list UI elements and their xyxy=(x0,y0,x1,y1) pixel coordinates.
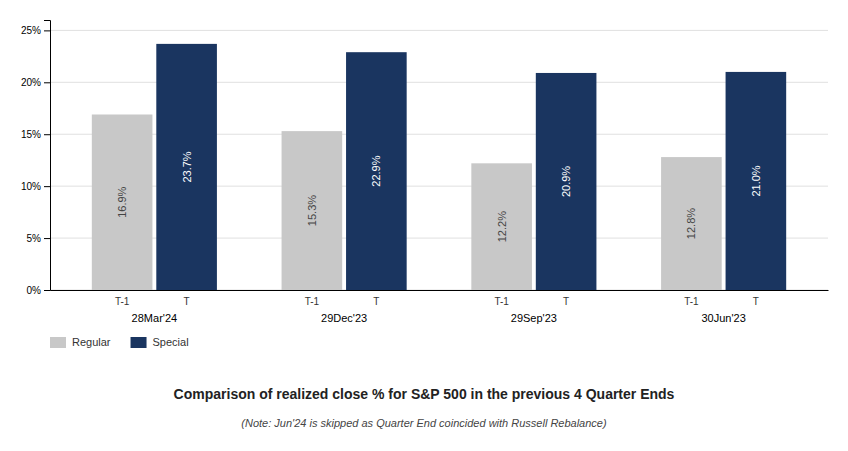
data-label: 21.0% xyxy=(750,165,762,196)
x-tick-label: 29Dec'23 xyxy=(321,312,367,324)
bar xyxy=(471,163,532,290)
y-tick-label: 0% xyxy=(27,285,42,296)
legend-item: Special xyxy=(131,336,189,348)
grid xyxy=(50,30,828,290)
x-tick-label: 29Sep'23 xyxy=(511,312,557,324)
x-tick-label: 30Jun'23 xyxy=(701,312,745,324)
legend-swatch xyxy=(131,337,147,348)
y-tick: 15% xyxy=(21,129,50,140)
y-tick-label: 25% xyxy=(21,25,41,36)
y-tick-mark xyxy=(44,30,50,31)
legend-item: Regular xyxy=(50,336,111,348)
y-tick: 5% xyxy=(27,233,50,244)
bar-tick-label: T-1 xyxy=(305,296,320,307)
y-tick-mark xyxy=(44,186,50,187)
y-axis-line xyxy=(44,21,51,291)
bar-tick-label: T xyxy=(184,296,190,307)
subtitle: (Note: Jun'24 is skipped as Quarter End … xyxy=(241,417,607,429)
y-tick-mark xyxy=(44,134,50,135)
bar xyxy=(156,44,217,290)
bar xyxy=(346,52,407,290)
bar xyxy=(661,157,722,290)
bar-tick-label: T xyxy=(563,296,569,307)
y-tick-label: 20% xyxy=(21,77,41,88)
data-label: 23.7% xyxy=(181,151,193,182)
y-tick: 10% xyxy=(21,181,50,192)
bar-tick-label: T-1 xyxy=(115,296,130,307)
data-label: 12.2% xyxy=(496,211,508,242)
y-axis: 0% 5% 10% 15% 20% 25% xyxy=(21,21,51,296)
bar-tick-label: T-1 xyxy=(494,296,509,307)
legend: Regular Special xyxy=(50,336,189,348)
y-tick-mark xyxy=(44,238,50,239)
x-axis: 28Mar'24 29Dec'23 29Sep'23 30Jun'23 xyxy=(51,291,829,324)
y-tick-label: 15% xyxy=(21,129,41,140)
y-tick: 0% xyxy=(27,285,50,296)
legend-label: Special xyxy=(153,336,189,348)
bar xyxy=(282,131,343,290)
data-label: 20.9% xyxy=(560,166,572,197)
data-label: 22.9% xyxy=(370,155,382,186)
data-label: 12.8% xyxy=(685,208,697,239)
x-tick: 30Jun'23 xyxy=(701,312,745,324)
y-tick: 20% xyxy=(21,77,50,88)
bar xyxy=(726,72,787,290)
x-axis-line xyxy=(51,290,829,291)
bar xyxy=(536,73,597,290)
bars xyxy=(92,44,786,290)
chart: 16.9% 15.3% 12.2% 12.8% 23.7% 22.9% 20.9% 21.0%… xyxy=(0,0,848,451)
y-tick-label: 5% xyxy=(27,233,42,244)
bar xyxy=(92,115,153,291)
bar-tick-label: T xyxy=(753,296,759,307)
x-tick: 28Mar'24 xyxy=(132,312,178,324)
x-tick-label: 28Mar'24 xyxy=(132,312,178,324)
legend-label: Regular xyxy=(72,336,111,348)
grid-line xyxy=(50,30,828,31)
y-tick-label: 10% xyxy=(21,181,41,192)
x-tick: 29Sep'23 xyxy=(511,312,557,324)
legend-swatch xyxy=(50,337,66,348)
x-tick: 29Dec'23 xyxy=(321,312,367,324)
data-labels: 16.9% 15.3% 12.2% 12.8% 23.7% 22.9% 20.9% 21.0% xyxy=(116,151,762,242)
bar-tick-label: T-1 xyxy=(684,296,699,307)
bar-tick-label: T xyxy=(373,296,379,307)
data-label: 15.3% xyxy=(306,195,318,226)
bar-tick-labels: T-1 T-1 T-1 T-1 T T T T xyxy=(115,296,759,307)
title: Comparison of realized close % for S&P 5… xyxy=(174,386,675,402)
y-tick-mark xyxy=(44,82,50,83)
y-tick-mark xyxy=(44,290,50,291)
plot: 16.9% 15.3% 12.2% 12.8% 23.7% 22.9% 20.9% 21.0%… xyxy=(21,21,829,324)
y-tick: 25% xyxy=(21,25,50,36)
data-label: 16.9% xyxy=(116,186,128,217)
